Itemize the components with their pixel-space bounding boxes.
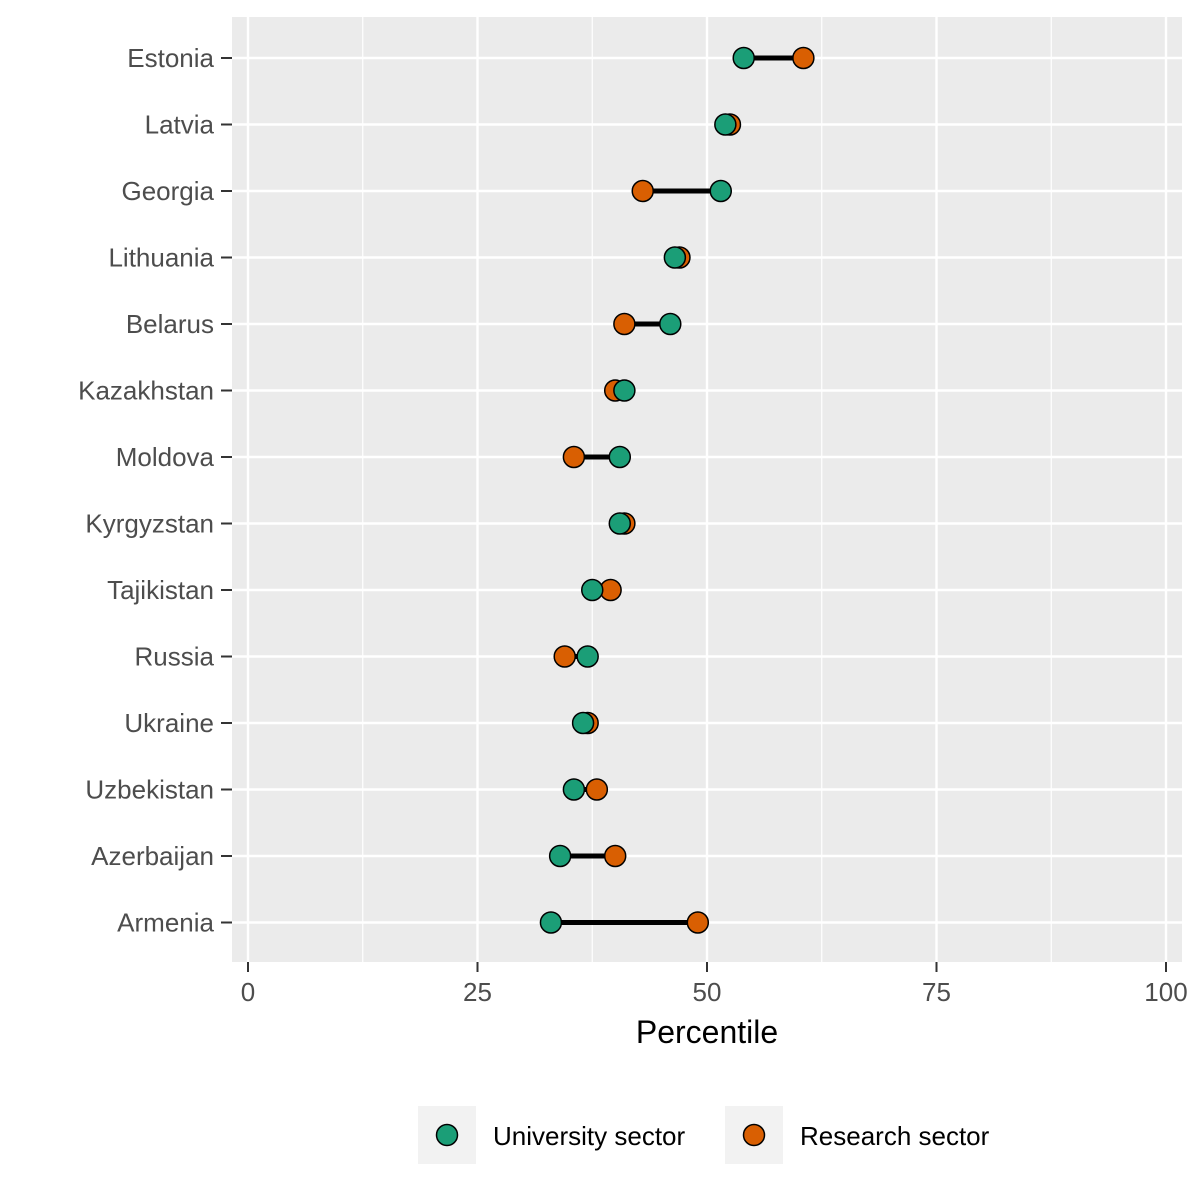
y-tick-label: Moldova (116, 442, 215, 472)
y-tick-label: Kyrgyzstan (85, 509, 214, 539)
x-tick-label: 100 (1144, 977, 1187, 1007)
point-university-sector (576, 645, 599, 668)
point-research-sector (792, 46, 815, 70)
x-axis-title: Percentile (636, 1014, 778, 1050)
point-research-sector (686, 911, 710, 934)
legend-label-research-sector: Research sector (800, 1121, 990, 1151)
point-university-sector (581, 578, 604, 602)
point-research-sector (631, 179, 654, 203)
point-university-sector (539, 911, 563, 934)
x-tick-label: 25 (463, 977, 492, 1007)
legend-label-university-sector: University sector (493, 1121, 685, 1151)
point-university-sector (608, 512, 632, 535)
point-research-sector (603, 844, 627, 868)
point-university-sector (709, 179, 733, 203)
data-points (539, 46, 815, 934)
point-university-sector (548, 844, 572, 868)
x-tick-label: 50 (693, 977, 722, 1007)
x-tick-label: 75 (922, 977, 951, 1007)
y-tick-label: Armenia (117, 908, 214, 938)
point-university-sector (613, 379, 636, 402)
point-research-sector (613, 312, 636, 336)
point-university-sector (562, 778, 586, 801)
point-university-sector (571, 711, 595, 735)
point-research-sector (585, 778, 609, 801)
x-axis: 0 25 50 75 100 (241, 962, 1188, 1007)
y-tick-label: Kazakhstan (78, 376, 214, 406)
point-university-sector (663, 246, 687, 269)
point-university-sector (714, 113, 737, 136)
legend-swatch-research-sector (742, 1123, 766, 1147)
minor-gridlines (362, 17, 1052, 962)
y-axis: Estonia Latvia Georgia Lithuania Belarus Kaza… (78, 43, 232, 938)
major-gridlines (232, 17, 1182, 962)
y-tick-label: Ukraine (124, 708, 214, 738)
y-tick-label: Georgia (122, 176, 215, 206)
y-tick-label: Tajikistan (107, 575, 214, 605)
y-tick-label: Estonia (127, 43, 214, 73)
point-university-sector (659, 312, 682, 336)
y-tick-label: Uzbekistan (85, 775, 214, 805)
point-university-sector (732, 46, 755, 70)
point-university-sector (608, 445, 632, 469)
y-tick-label: Russia (135, 642, 215, 672)
legend: University sector Research sector (418, 1106, 990, 1164)
y-tick-label: Latvia (145, 110, 215, 140)
legend-swatch-university-sector (435, 1123, 459, 1147)
x-tick-label: 0 (241, 977, 255, 1007)
y-tick-label: Belarus (126, 309, 214, 339)
y-tick-label: Lithuania (108, 243, 214, 273)
y-tick-label: Azerbaijan (91, 841, 214, 871)
point-research-sector (553, 645, 576, 668)
point-research-sector (562, 445, 586, 469)
